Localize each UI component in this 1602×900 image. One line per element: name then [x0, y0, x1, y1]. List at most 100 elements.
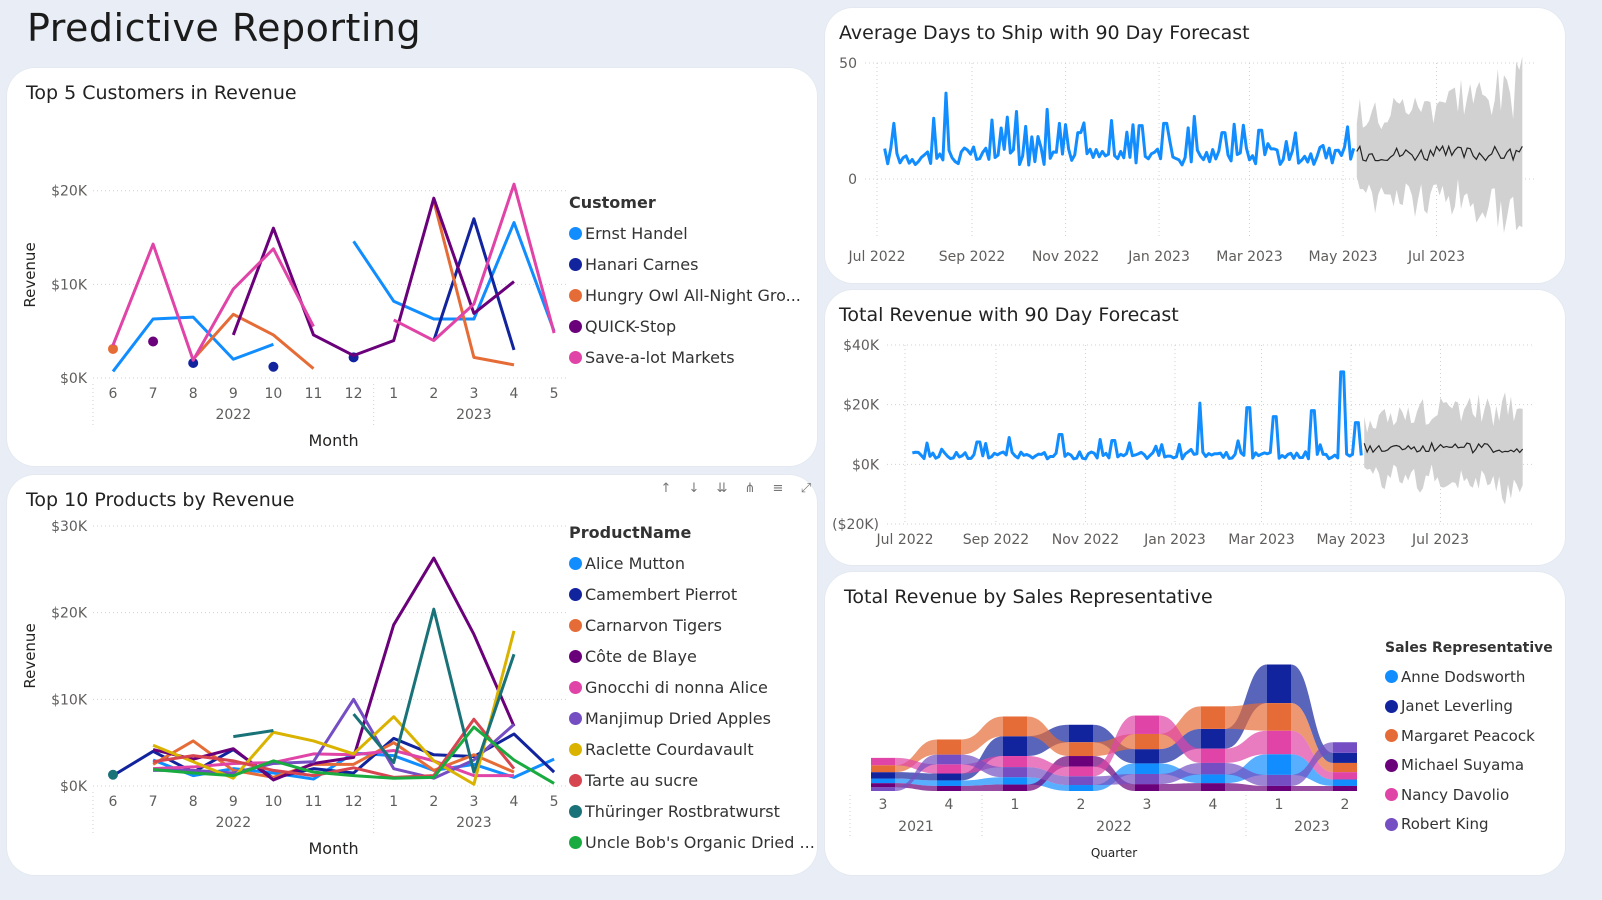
filter-icon[interactable]: ≡ [772, 481, 784, 496]
legend-item-hungry-owl[interactable]: Hungry Owl All-Night Gro... [569, 280, 801, 311]
sales-reps-card[interactable]: Total Revenue by Sales Representative 3 4… [825, 572, 1565, 875]
series-line-manjimup-dried-apples [153, 697, 515, 780]
actual-series-line [883, 91, 1356, 167]
products-card[interactable]: Top 10 Products by Revenue ↑ ↓ ⇊ ⋔ ≡ ⤢ $… [7, 475, 817, 875]
ribbon-robert-king [1027, 767, 1069, 786]
x-tick-label: 11 [305, 794, 323, 810]
x-tick-label: Jul 2022 [876, 532, 934, 548]
ribbon-bar-anne-dodsworth [1267, 754, 1291, 775]
legend-dot [569, 258, 582, 271]
ribbon-bar-margaret-peacock [1333, 762, 1357, 773]
legend-item-carnarvon[interactable]: Carnarvon Tigers [569, 610, 815, 641]
series-line-hanari-carnes [432, 217, 516, 351]
x-tick-label: 12 [345, 794, 363, 810]
revenue-card[interactable]: Total Revenue with 90 Day Forecast ($20K… [825, 290, 1565, 565]
ribbon-janet-leverling [961, 736, 1003, 781]
legend-item-camembert[interactable]: Camembert Pierrot [569, 579, 815, 610]
legend-label: Raclette Courdavault [585, 740, 754, 759]
revenue-forecast-chart[interactable]: ($20K) $0K $20K $40K Jul 2022 Sep 2022 Nov 202… [825, 290, 1565, 565]
legend-item-quick-stop[interactable]: QUICK-Stop [569, 311, 801, 342]
expand-hierarchy-icon[interactable]: ⋔ [744, 481, 756, 496]
legend-item-cote-de-blaye[interactable]: Côte de Blaye [569, 641, 815, 672]
focus-mode-icon[interactable]: ⤢ [800, 481, 812, 496]
x-tick-label: 11 [305, 386, 323, 402]
legend-item-ernst-handel[interactable]: Ernst Handel [569, 218, 801, 249]
customers-chart-title: Top 5 Customers in Revenue [26, 82, 297, 104]
y-tick-label: $0K [852, 457, 880, 473]
series-line-tarte-au-sucre [152, 717, 516, 779]
x-tick-label: 2 [1341, 797, 1350, 813]
legend-dot [569, 805, 582, 818]
ribbon-robert-king [961, 754, 1003, 778]
year-label: 2023 [1294, 819, 1330, 835]
ribbon-margaret-peacock [1225, 703, 1267, 731]
ribbon-bar-nancy-davolio [937, 764, 961, 774]
ribbon-bar-robert-king [1333, 742, 1357, 753]
legend-item-tarte[interactable]: Tarte au sucre [569, 765, 815, 796]
customers-card[interactable]: Top 5 Customers in Revenue $0K $10K $20K Re… [7, 68, 817, 466]
legend-item-michael[interactable]: Michael Suyama [1385, 751, 1553, 781]
x-tick-label: May 2023 [1316, 532, 1385, 548]
legend-item-gnocchi[interactable]: Gnocchi di nonna Alice [569, 672, 815, 703]
legend-label: Ernst Handel [585, 224, 688, 243]
legend-item-margaret[interactable]: Margaret Peacock [1385, 721, 1553, 751]
x-tick-label: Mar 2023 [1216, 249, 1283, 265]
products-legend-title: ProductName [569, 523, 692, 542]
series-point-hungry-owl-all-night-gro [108, 343, 118, 354]
ribbon-bar-janet-leverling [1267, 664, 1291, 704]
legend-item-save-a-lot[interactable]: Save-a-lot Markets [569, 342, 801, 373]
x-tick-label: 1 [1011, 797, 1020, 813]
ribbon-bar-anne-dodsworth [1135, 763, 1159, 774]
legend-dot [1385, 729, 1398, 743]
legend-item-thuringer[interactable]: Thüringer Rostbratwurst [569, 796, 815, 827]
legend-label: Robert King [1401, 815, 1489, 834]
ribbon-bar-nancy-davolio [1333, 772, 1357, 780]
ribbon-bar-robert-king [1267, 774, 1291, 786]
legend-item-anne[interactable]: Anne Dodsworth [1385, 662, 1553, 692]
legend-dot [1385, 670, 1398, 684]
series-point-th-ringer-rostbratwurst [108, 769, 118, 780]
ribbon-bar-michael-suyama [1201, 783, 1225, 791]
legend-item-janet[interactable]: Janet Leverling [1385, 692, 1553, 722]
ribbon-bar-janet-leverling [1135, 749, 1159, 764]
ribbon-anne-dodsworth [1027, 777, 1069, 791]
x-tick-label: Mar 2023 [1228, 532, 1295, 548]
year-label: 2023 [456, 815, 492, 831]
legend-dot [1385, 788, 1398, 802]
legend-item-manjimup[interactable]: Manjimup Dried Apples [569, 703, 815, 734]
legend-item-alice-mutton[interactable]: Alice Mutton [569, 548, 815, 579]
arrow-up-icon[interactable]: ↑ [660, 481, 672, 496]
x-tick-label: Jul 2022 [848, 249, 906, 265]
ribbon-bar-robert-king [871, 787, 895, 791]
x-tick-label: 8 [189, 386, 198, 402]
ribbon-bar-janet-leverling [871, 772, 895, 779]
y-tick-label: $10K [51, 692, 88, 708]
legend-item-nancy[interactable]: Nancy Davolio [1385, 780, 1553, 810]
ribbon-bar-nancy-davolio [1003, 756, 1027, 768]
y-tick-label: $30K [51, 519, 88, 535]
ribbon-bar-janet-leverling [1201, 728, 1225, 749]
legend-item-uncle-bobs[interactable]: Uncle Bob's Organic Dried ... [569, 827, 815, 858]
series-line-th-ringer-rostbratwurst [352, 607, 516, 774]
double-arrow-down-icon[interactable]: ⇊ [716, 481, 728, 496]
ship-days-card[interactable]: Average Days to Ship with 90 Day Forecas… [825, 8, 1565, 283]
legend-label: Save-a-lot Markets [585, 348, 735, 367]
sales-reps-ribbon-chart[interactable]: 3 4 1 2 3 4 1 2 2021 2022 2023 Quarter [825, 572, 1565, 875]
ribbon-bar-anne-dodsworth [1201, 774, 1225, 784]
legend-item-raclette[interactable]: Raclette Courdavault [569, 734, 815, 765]
ribbon-bar-anne-dodsworth [1003, 777, 1027, 785]
ribbon-robert-king [1093, 773, 1135, 786]
x-tick-label: 1 [389, 794, 398, 810]
arrow-down-icon[interactable]: ↓ [688, 481, 700, 496]
x-axis-title: Month [308, 431, 358, 450]
legend-item-robert[interactable]: Robert King [1385, 810, 1553, 840]
ribbon-bar-margaret-peacock [1003, 716, 1027, 737]
x-tick-label: 4 [510, 386, 519, 402]
series-line-c-te-de-blaye [152, 556, 516, 782]
ship-days-forecast-chart[interactable]: 0 50 Jul 2022 Sep 2022 Nov 2022 Jan 2023 Mar 2… [825, 8, 1565, 283]
legend-label: Gnocchi di nonna Alice [585, 678, 768, 697]
legend-item-hanari-carnes[interactable]: Hanari Carnes [569, 249, 801, 280]
ribbon-bar-robert-king [1201, 762, 1225, 775]
